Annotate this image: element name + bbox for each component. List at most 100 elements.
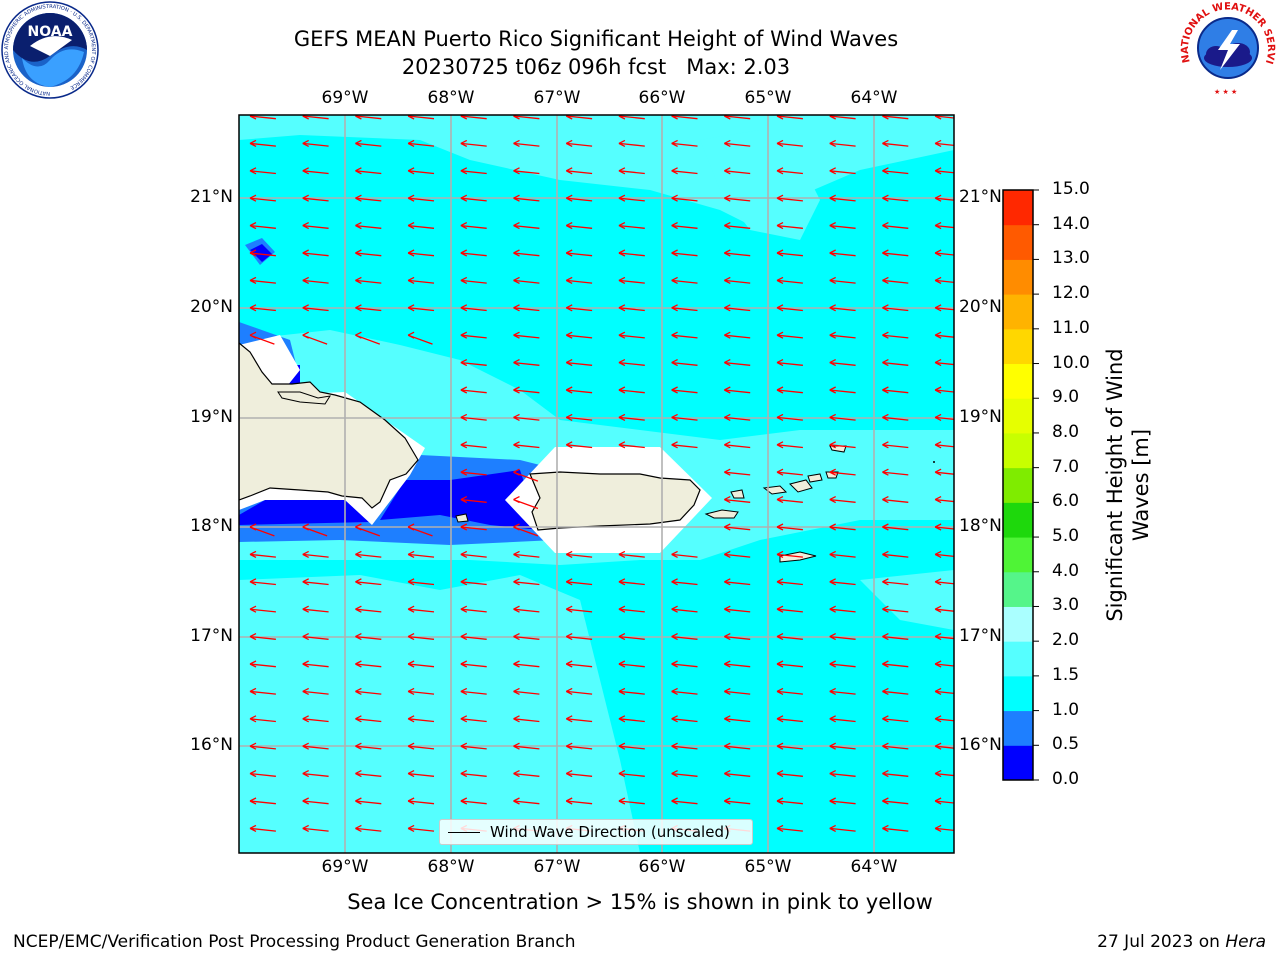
wind-wave-arrow <box>776 605 803 613</box>
wind-wave-arrow <box>724 523 751 531</box>
wind-wave-arrow <box>724 167 751 175</box>
wind-wave-arrow <box>460 194 487 202</box>
wind-wave-arrow <box>829 249 856 257</box>
wind-wave-arrow <box>513 468 539 482</box>
wind-wave-arrow <box>460 523 487 531</box>
wind-wave-arrow <box>724 715 751 723</box>
wind-wave-arrow <box>460 715 487 723</box>
wind-wave-arrow <box>618 605 645 613</box>
wind-wave-arrow <box>618 770 645 778</box>
wind-wave-arrow <box>407 139 435 147</box>
wind-wave-arrow <box>355 276 382 284</box>
wind-wave-arrow <box>355 578 382 586</box>
wind-wave-arrow <box>460 605 487 613</box>
colorbar-label: Significant Height of Wind Waves [m] <box>1103 348 1153 622</box>
wind-wave-arrow <box>302 276 329 284</box>
wind-wave-arrow <box>355 742 382 750</box>
lon-tick-top: 65°W <box>744 88 792 108</box>
colorbar <box>1002 189 1039 781</box>
lon-tick-bottom: 67°W <box>533 857 581 877</box>
colorbar-tick-label: 1.5 <box>1052 664 1080 685</box>
wind-wave-arrow <box>882 386 909 394</box>
wind-wave-arrow <box>513 523 539 537</box>
wind-wave-arrow <box>776 304 803 312</box>
wind-wave-arrow <box>934 222 954 230</box>
lon-tick-top: 68°W <box>427 88 475 108</box>
wind-wave-arrow <box>882 249 909 257</box>
wind-wave-arrow <box>460 742 487 750</box>
wind-wave-arrow <box>829 660 856 668</box>
wind-wave-arrow <box>724 249 751 257</box>
footer-date: 27 Jul 2023 on Hera <box>1097 932 1266 952</box>
colorbar-tick-label: 0.0 <box>1052 769 1080 789</box>
wind-wave-arrow <box>302 633 329 641</box>
lat-tick-right: 20°N <box>959 297 1002 317</box>
wind-wave-arrow <box>618 194 645 202</box>
wind-wave-arrow <box>355 660 382 668</box>
wind-wave-arrow <box>460 496 487 504</box>
wind-wave-arrow <box>302 797 329 805</box>
wind-wave-arrow <box>565 742 593 750</box>
wind-wave-arrow <box>724 605 751 613</box>
wind-wave-arrow <box>776 824 803 832</box>
wind-wave-arrow <box>460 441 487 449</box>
lat-tick-right: 19°N <box>959 407 1002 427</box>
wind-wave-arrow <box>776 633 803 641</box>
wind-wave-arrow <box>724 386 751 394</box>
wind-wave-arrow <box>882 770 909 778</box>
colorbar-segment <box>1003 502 1033 538</box>
wind-wave-arrow <box>934 660 954 668</box>
wind-wave-arrow <box>618 578 645 586</box>
wind-wave-arrow <box>776 578 803 586</box>
wind-wave-arrow <box>565 797 593 805</box>
lat-tick-left: 20°N <box>190 297 233 317</box>
wind-wave-arrow <box>302 331 328 345</box>
wind-wave-arrow <box>302 605 329 613</box>
wind-wave-arrow <box>565 441 593 449</box>
wind-wave-arrow <box>934 550 954 558</box>
wind-wave-arrow <box>776 797 803 805</box>
wind-wave-arrow <box>934 359 954 367</box>
wind-wave-arrow <box>460 276 487 284</box>
wind-wave-arrow <box>671 139 698 147</box>
wind-wave-arrow <box>776 413 803 421</box>
wind-wave-arrow <box>724 304 751 312</box>
wind-wave-arrow <box>724 194 751 202</box>
wind-wave-arrow <box>513 139 540 147</box>
colorbar-tick-label: 13.0 <box>1052 248 1090 269</box>
lat-tick-right: 18°N <box>959 516 1002 536</box>
wave-band-deep-spot <box>250 244 272 262</box>
lat-tick-left: 19°N <box>190 407 233 427</box>
wind-wave-arrow <box>829 633 856 641</box>
wind-wave-arrow <box>618 222 645 230</box>
lon-tick-top: 67°W <box>533 88 581 108</box>
wind-wave-arrow <box>513 770 540 778</box>
land-culebra <box>730 489 745 499</box>
wind-wave-arrow <box>882 139 909 147</box>
lat-tick-right: 16°N <box>959 735 1002 755</box>
wind-wave-arrow <box>565 687 593 695</box>
wind-wave-arrow <box>407 715 435 723</box>
lat-tick-left: 16°N <box>190 735 233 755</box>
land-virgin-islands <box>762 471 839 495</box>
wave-band-northeast <box>700 130 820 240</box>
wind-wave-arrow <box>671 331 698 339</box>
wind-wave-arrow <box>407 578 435 586</box>
colorbar-segment <box>1003 398 1033 434</box>
colorbar-segment <box>1003 537 1033 573</box>
wind-wave-arrow <box>829 770 856 778</box>
wind-wave-arrow <box>934 770 954 778</box>
colorbar-segment <box>1003 710 1033 746</box>
wind-wave-arrow <box>829 605 856 613</box>
wind-wave-arrow <box>882 742 909 750</box>
wind-wave-arrow <box>829 331 856 339</box>
wind-wave-arrow <box>513 222 540 230</box>
wind-wave-arrow <box>249 550 276 558</box>
wind-wave-arrow <box>934 578 954 586</box>
wind-wave-arrow <box>671 605 698 613</box>
wind-wave-arrow <box>671 715 698 723</box>
wind-wave-arrow <box>671 633 698 641</box>
wind-wave-arrow <box>565 770 593 778</box>
chart-title: GEFS MEAN Puerto Rico Significant Height… <box>293 27 899 51</box>
